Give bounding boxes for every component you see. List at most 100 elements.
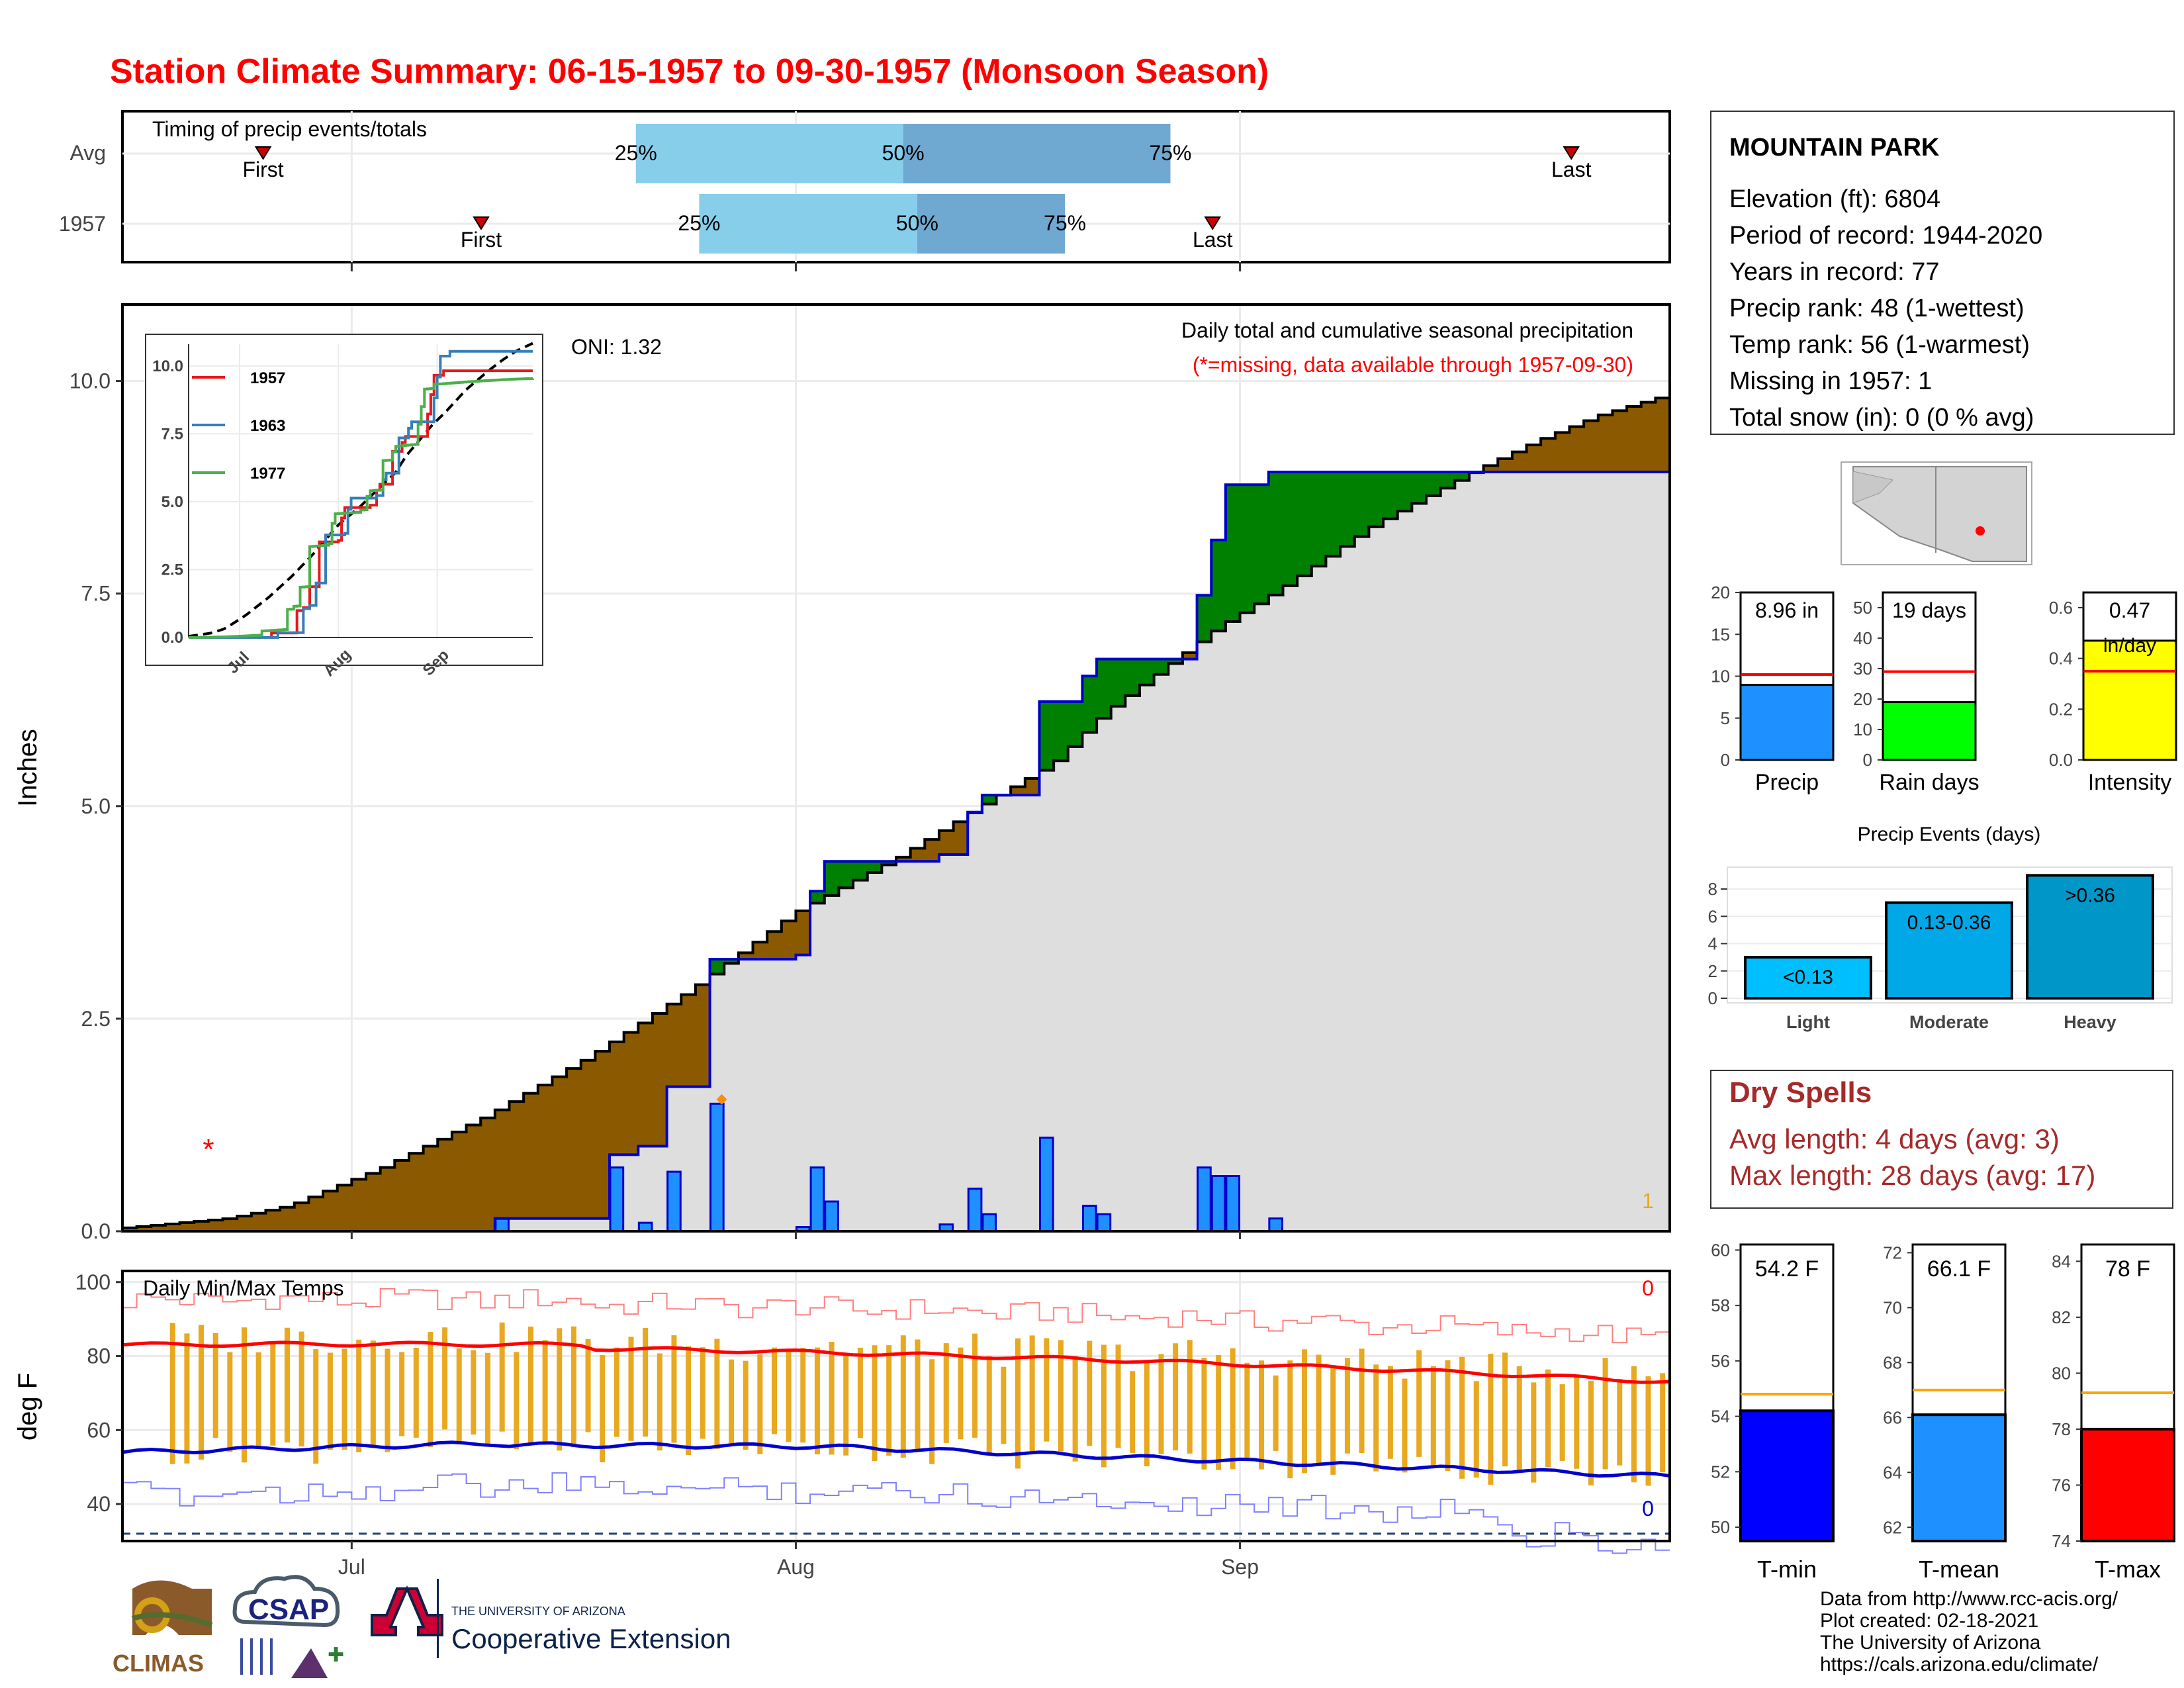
ytick-label: 78: [2052, 1419, 2071, 1439]
ytick-label: 0.6: [2049, 598, 2073, 618]
footer-line: Data from http://www.rcc-acis.org/: [1820, 1588, 2118, 1610]
record-min-line: [122, 1472, 1670, 1554]
deficit-area: [136, 1226, 152, 1231]
inset-avg-line: [188, 342, 533, 638]
mini-bar-value-label: 19 days: [1892, 598, 1966, 622]
daily-precip-bar: [981, 1213, 997, 1233]
ytick-label: 50: [1853, 598, 1872, 618]
surplus-area: [1039, 701, 1054, 771]
ytick-label: 0.0: [81, 1219, 111, 1243]
event-category-label: Moderate: [1909, 1012, 1989, 1032]
temp-min-count: 0: [1642, 1497, 1654, 1521]
deficit-area: [638, 1023, 653, 1147]
dry-spells-title: Dry Spells: [1729, 1076, 1872, 1109]
station-line: Precip rank: 48 (1-wettest): [1729, 295, 2025, 322]
surplus-area: [1340, 472, 1355, 547]
inset-ytick: 10.0: [152, 357, 183, 375]
ytick-label: 62: [1883, 1517, 1902, 1537]
footer-line: The University of Arizona: [1820, 1632, 2041, 1654]
timing-bar-lower: [635, 124, 903, 183]
climas-logo: CLIMAS: [113, 1580, 213, 1677]
precip-subtitle: (*=missing, data available through 1957-…: [1193, 353, 1633, 377]
deficit-area: [165, 1223, 181, 1231]
surplus-area: [882, 861, 897, 865]
surplus-area: [981, 795, 997, 804]
ytick-label: 72: [1883, 1243, 1902, 1262]
station-name: MOUNTAIN PARK: [1729, 134, 1940, 162]
deficit-area: [910, 848, 925, 862]
timing-row-1957-label: 1957: [59, 212, 106, 236]
first-marker-label: First: [242, 158, 283, 181]
event-bar: [1744, 956, 1872, 1000]
deficit-area: [194, 1221, 209, 1231]
precip-panel: * Inches Daily total and cumulative seas…: [13, 303, 1671, 1243]
deficit-area: [380, 1167, 395, 1231]
ytick-label: 5: [1721, 708, 1730, 728]
deficit-area: [1655, 398, 1670, 473]
ytick-label: 40: [1853, 628, 1872, 648]
avg-max-line: [122, 1340, 1670, 1384]
daily-precip-bar: [609, 1166, 625, 1233]
deficit-area: [925, 839, 940, 862]
station-line: Missing in 1957: 1: [1729, 367, 1932, 395]
inset-ytick: 5.0: [161, 493, 183, 511]
deficit-area: [1024, 778, 1040, 796]
dry-spells-box: Dry Spells Avg length: 4 days (avg: 3) M…: [1710, 1070, 2173, 1209]
ytick-label: 64: [1883, 1462, 1902, 1482]
avg-min-line: [122, 1440, 1670, 1478]
temp-bar-value-label: 54.2 F: [1755, 1256, 1819, 1282]
last-marker-label: Last: [1551, 158, 1592, 181]
temp-bar-chart: 54.2 F 50 52 54 56 58 60 T-min: [1711, 1240, 1835, 1583]
ytick-label: 8: [1708, 879, 1717, 899]
ytick-label: 80: [87, 1344, 111, 1368]
climas-logo-text: CLIMAS: [113, 1650, 204, 1677]
ytick-label: 60: [1711, 1240, 1730, 1260]
deficit-area: [567, 1068, 582, 1219]
deficit-area: [408, 1153, 424, 1231]
inset-legend-label: 1963: [250, 417, 285, 435]
daily-precip-bar: [824, 1200, 839, 1233]
deficit-area: [179, 1223, 195, 1231]
ytick-label: 68: [1883, 1352, 1902, 1372]
surplus-area: [724, 959, 739, 964]
deficit-area: [294, 1203, 309, 1231]
deficit-area: [394, 1160, 410, 1231]
ytick-label: 2.5: [81, 1007, 111, 1031]
deficit-area: [1483, 465, 1498, 473]
surplus-area: [1369, 472, 1384, 527]
month-label: Jul: [338, 1555, 365, 1579]
inset-ytick: 7.5: [161, 425, 183, 443]
temp-bar-chart: 78 F 74 76 78 80 82 84 T-max: [2052, 1243, 2175, 1583]
events-title: Precip Events (days): [1858, 823, 2041, 845]
daily-precip-bar: [967, 1188, 983, 1233]
deficit-area: [1555, 432, 1570, 473]
mini-bar-chart: 19 days 0 10 20 30 40 50 Rain days: [1853, 591, 1979, 795]
surplus-area: [1054, 701, 1069, 761]
surplus-area: [824, 861, 839, 896]
deficit-area: [1512, 451, 1527, 473]
temp-bar-label: T-max: [2095, 1556, 2161, 1583]
mini-bar-chart: 8.96 in 0 5 10 15 20 Precip: [1711, 583, 1835, 795]
deficit-area: [1569, 426, 1584, 473]
event-range-label: <0.13: [1783, 966, 1833, 988]
ytick-label: 58: [1711, 1295, 1730, 1315]
ytick-label: 40: [87, 1492, 111, 1516]
daily-precip-bar: [666, 1170, 682, 1233]
surplus-area: [1111, 659, 1126, 706]
ytick-label: 74: [2052, 1531, 2071, 1551]
ytick-label: 66: [1883, 1407, 1902, 1427]
event-category-label: Light: [1786, 1012, 1830, 1032]
ytick-label: 0.4: [2049, 649, 2073, 669]
deficit-area: [1627, 406, 1642, 473]
deficit-area: [595, 1051, 610, 1219]
temp-bar-label: T-min: [1757, 1556, 1817, 1583]
temp-bar-chart: 66.1 F 62 64 66 68 70 72 T-mean: [1883, 1243, 2007, 1583]
ytick-label: 0: [1721, 750, 1730, 770]
svg-text:✚: ✚: [328, 1644, 344, 1666]
deficit-area: [1182, 653, 1198, 659]
deficit-area: [610, 1041, 625, 1155]
surplus-area: [1068, 701, 1083, 747]
first-marker: [473, 216, 490, 230]
surplus-area: [1154, 659, 1169, 675]
